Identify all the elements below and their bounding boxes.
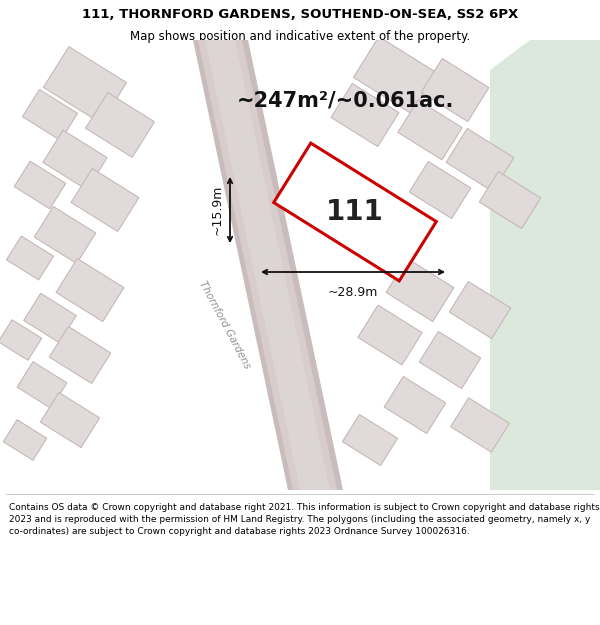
Polygon shape [205, 40, 330, 490]
Text: Thornford Gardens: Thornford Gardens [197, 279, 253, 371]
Polygon shape [86, 92, 154, 158]
Polygon shape [49, 326, 111, 384]
Text: ~247m²/~0.061ac.: ~247m²/~0.061ac. [236, 90, 454, 110]
Polygon shape [14, 161, 66, 209]
Polygon shape [7, 236, 53, 280]
Polygon shape [446, 129, 514, 191]
Polygon shape [386, 259, 454, 321]
Text: ~28.9m: ~28.9m [328, 286, 378, 299]
Polygon shape [22, 89, 77, 141]
Polygon shape [195, 40, 340, 490]
Polygon shape [479, 171, 541, 229]
Text: ~15.9m: ~15.9m [211, 185, 224, 235]
Polygon shape [56, 259, 124, 321]
Polygon shape [353, 37, 437, 113]
Polygon shape [343, 414, 398, 466]
Polygon shape [40, 392, 100, 448]
Polygon shape [24, 293, 76, 343]
Polygon shape [71, 169, 139, 231]
Text: Contains OS data © Crown copyright and database right 2021. This information is : Contains OS data © Crown copyright and d… [9, 504, 599, 536]
Polygon shape [451, 398, 509, 452]
Text: Map shows position and indicative extent of the property.: Map shows position and indicative extent… [130, 30, 470, 43]
Polygon shape [193, 40, 293, 490]
Polygon shape [34, 206, 96, 264]
Polygon shape [274, 143, 436, 281]
Polygon shape [43, 130, 107, 190]
Polygon shape [449, 281, 511, 339]
Polygon shape [358, 305, 422, 365]
Polygon shape [0, 320, 42, 360]
Polygon shape [3, 420, 47, 460]
Polygon shape [242, 40, 343, 490]
Polygon shape [384, 376, 446, 434]
Polygon shape [43, 47, 127, 123]
Polygon shape [419, 331, 481, 389]
Text: 111: 111 [326, 198, 384, 226]
Polygon shape [421, 59, 489, 121]
Polygon shape [331, 84, 399, 146]
Polygon shape [409, 161, 471, 219]
Polygon shape [17, 362, 67, 408]
Text: 111, THORNFORD GARDENS, SOUTHEND-ON-SEA, SS2 6PX: 111, THORNFORD GARDENS, SOUTHEND-ON-SEA,… [82, 8, 518, 21]
Polygon shape [490, 40, 600, 490]
Polygon shape [398, 100, 462, 160]
